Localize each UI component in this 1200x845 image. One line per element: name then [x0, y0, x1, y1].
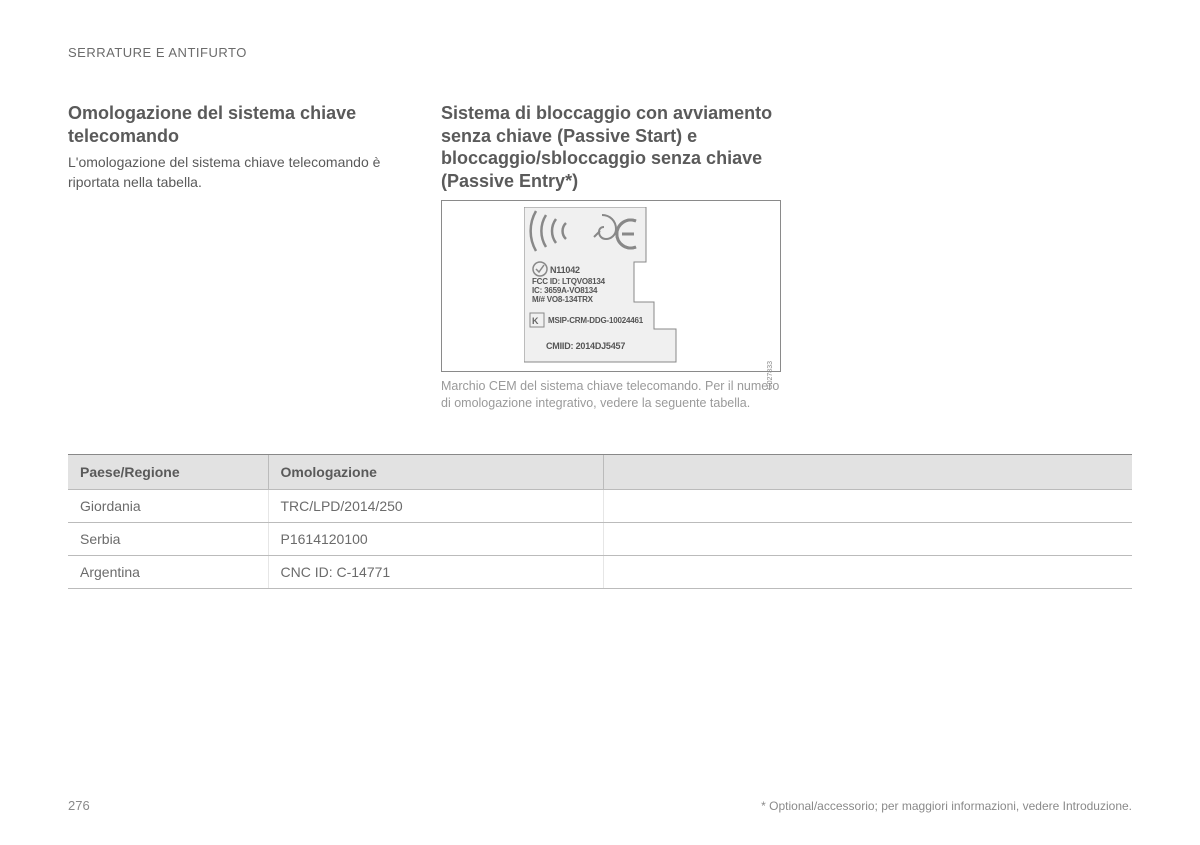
footnote: * Optional/accessorio; per maggiori info…	[761, 799, 1132, 813]
label-graphic: N11042 FCC ID: LTQVO8134 IC: 3659A-VO813…	[524, 207, 714, 367]
cell-blank	[603, 555, 1132, 588]
header-country: Paese/Regione	[68, 454, 268, 489]
cell-approval: CNC ID: C-14771	[268, 555, 603, 588]
cell-country: Argentina	[68, 555, 268, 588]
two-column-layout: Omologazione del sistema chiave telecoma…	[68, 102, 1132, 412]
type-approval-label-figure: N11042 FCC ID: LTQVO8134 IC: 3659A-VO813…	[441, 200, 781, 372]
cell-country: Giordania	[68, 489, 268, 522]
table-row: SerbiaP1614120100	[68, 522, 1132, 555]
svg-text:K: K	[532, 316, 539, 326]
cell-blank	[603, 489, 1132, 522]
label-n-mark: N11042	[550, 265, 580, 275]
label-fcc: FCC ID: LTQVO8134	[532, 277, 606, 286]
header-approval: Omologazione	[268, 454, 603, 489]
label-mnr: M/# VO8-134TRX	[532, 295, 594, 304]
table-header-row: Paese/Regione Omologazione	[68, 454, 1132, 489]
table-row: ArgentinaCNC ID: C-14771	[68, 555, 1132, 588]
figure-code: G027833	[767, 361, 774, 390]
page-number: 276	[68, 798, 90, 813]
column-right: Sistema di bloccaggio con avviamento sen…	[441, 102, 806, 412]
header-blank	[603, 454, 1132, 489]
section-header: SERRATURE E ANTIFURTO	[68, 45, 1132, 60]
right-heading: Sistema di bloccaggio con avviamento sen…	[441, 102, 806, 192]
approval-table: Paese/Regione Omologazione GiordaniaTRC/…	[68, 454, 1132, 589]
table-row: GiordaniaTRC/LPD/2014/250	[68, 489, 1132, 522]
cell-blank	[603, 522, 1132, 555]
left-heading: Omologazione del sistema chiave telecoma…	[68, 102, 413, 147]
label-msip: MSIP-CRM-DDG-10024461	[548, 316, 644, 325]
label-cmiid: CMIID: 2014DJ5457	[546, 341, 625, 351]
cell-country: Serbia	[68, 522, 268, 555]
cell-approval: TRC/LPD/2014/250	[268, 489, 603, 522]
figure-caption: Marchio CEM del sistema chiave telecoman…	[441, 378, 781, 412]
label-ic: IC: 3659A-VO8134	[532, 286, 598, 295]
cell-approval: P1614120100	[268, 522, 603, 555]
left-body: L'omologazione del sistema chiave teleco…	[68, 153, 413, 192]
column-left: Omologazione del sistema chiave telecoma…	[68, 102, 413, 412]
